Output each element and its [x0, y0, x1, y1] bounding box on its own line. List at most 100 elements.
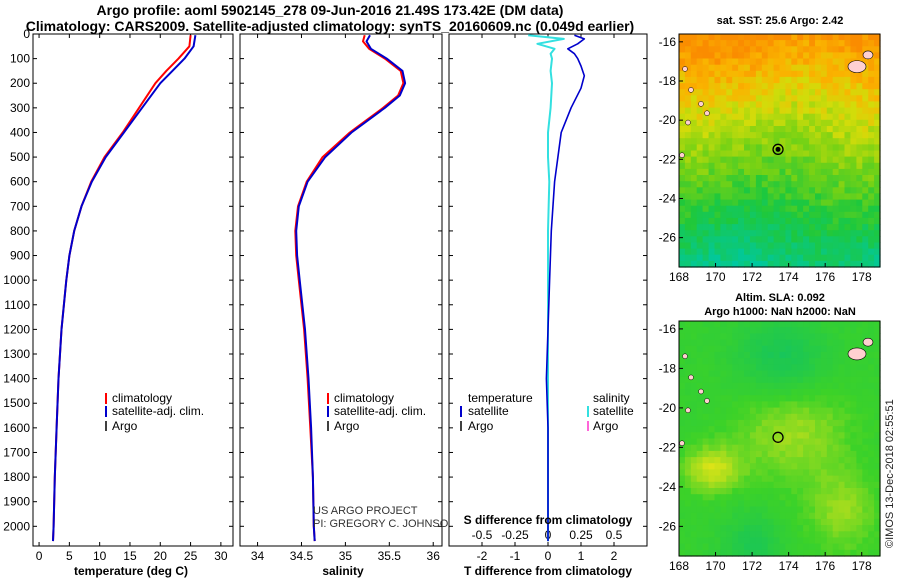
heatmap-cell [809, 95, 816, 102]
heatmap-cell [773, 537, 781, 545]
heatmap-cell [767, 40, 775, 47]
heatmap-cell [690, 419, 698, 427]
heatmap-cell [874, 113, 881, 121]
heatmap-cell [679, 156, 686, 164]
heatmap-cell [803, 175, 810, 182]
heatmap-cell [696, 358, 704, 365]
x-tick-label: 0 [36, 549, 43, 563]
heatmap-cell [850, 76, 857, 84]
heatmap-cell [832, 333, 840, 341]
heatmap-cell [696, 64, 704, 72]
heatmap-cell [820, 89, 828, 96]
heatmap-cell [726, 101, 733, 109]
heatmap-cell [732, 512, 739, 520]
heatmap-cell [744, 168, 751, 176]
heatmap-cell [862, 475, 869, 483]
heatmap-cell [744, 345, 751, 353]
heatmap-cell [732, 525, 739, 532]
heatmap-cell [815, 217, 822, 225]
heatmap-cell [690, 254, 698, 262]
heatmap-cell [820, 382, 828, 390]
heatmap-cell [874, 438, 881, 446]
heatmap-cell [874, 531, 881, 539]
heatmap-cell [732, 327, 739, 334]
heatmap-cell [690, 327, 698, 334]
heatmap-cell [856, 113, 863, 121]
heatmap-cell [832, 175, 840, 182]
heatmap-cell [684, 450, 692, 458]
heatmap-cell [773, 481, 781, 489]
heatmap-cell [767, 426, 775, 433]
heatmap-cell [791, 150, 798, 158]
heatmap-cell [702, 211, 710, 219]
heatmap-cell [850, 156, 857, 164]
heatmap-cell [862, 333, 869, 341]
heatmap-cell [738, 181, 745, 188]
heatmap-cell [773, 248, 781, 256]
heatmap-cell [679, 457, 686, 464]
heatmap-cell [832, 101, 840, 109]
heatmap-cell [844, 101, 851, 109]
heatmap-cell [820, 248, 828, 256]
heatmap-cell [749, 64, 757, 72]
heatmap-cell [868, 242, 875, 250]
heatmap-cell [797, 419, 804, 427]
heatmap-cell [726, 230, 733, 237]
heatmap-cell [720, 475, 727, 483]
heatmap-cell [720, 327, 727, 334]
heatmap-cell [826, 181, 834, 188]
heatmap-cell [850, 419, 857, 427]
heatmap-cell [868, 463, 875, 470]
island [679, 152, 685, 158]
heatmap-cell [714, 144, 721, 152]
heatmap-cell [797, 481, 804, 489]
heatmap-cell [679, 463, 686, 470]
heatmap-cell [809, 254, 816, 262]
heatmap-cell [726, 488, 733, 495]
heatmap-cell [679, 413, 686, 421]
heatmap-cell [749, 426, 757, 433]
heatmap-cell [720, 450, 727, 458]
heatmap-cell [738, 389, 745, 396]
heatmap-cell [744, 64, 751, 72]
heatmap-cell [779, 107, 786, 115]
heatmap-cell [779, 205, 786, 213]
heatmap-cell [755, 549, 763, 557]
heatmap-cell [679, 126, 686, 133]
heatmap-cell [738, 333, 745, 341]
heatmap-cell [720, 175, 727, 182]
heatmap-cell [791, 236, 798, 243]
heatmap-cell [761, 76, 769, 84]
heatmap-cell [684, 76, 692, 84]
heatmap-cell [690, 549, 698, 557]
heatmap-cell [708, 475, 716, 483]
heatmap-cell [826, 426, 834, 433]
heatmap-cell [874, 419, 881, 427]
heatmap-cell [708, 444, 716, 452]
heatmap-cell [732, 506, 739, 514]
heatmap-cell [732, 144, 739, 152]
heatmap-cell [732, 426, 739, 433]
heatmap-cell [714, 242, 721, 250]
heatmap-cell [738, 132, 745, 139]
heatmap-cell [684, 339, 692, 347]
heatmap-cell [803, 512, 810, 520]
heatmap-cell [838, 333, 846, 341]
heatmap-cell [803, 138, 810, 145]
heatmap-cell [838, 205, 846, 213]
heatmap-cell [690, 413, 698, 421]
heatmap-cell [803, 242, 810, 250]
heatmap-cell [785, 525, 792, 532]
heatmap-cell [744, 351, 751, 359]
lon-tick-label: 176 [815, 559, 835, 573]
heatmap-cell [868, 175, 875, 182]
heatmap-cell [726, 156, 733, 164]
heatmap-cell [744, 181, 751, 188]
heatmap-cell [761, 260, 769, 268]
depth-tick-label: 1200 [3, 322, 30, 336]
heatmap-cell [874, 389, 881, 396]
heatmap-cell [850, 119, 857, 127]
heatmap-cell [761, 230, 769, 237]
heatmap-cell [749, 187, 757, 194]
heatmap-cell [874, 450, 881, 458]
